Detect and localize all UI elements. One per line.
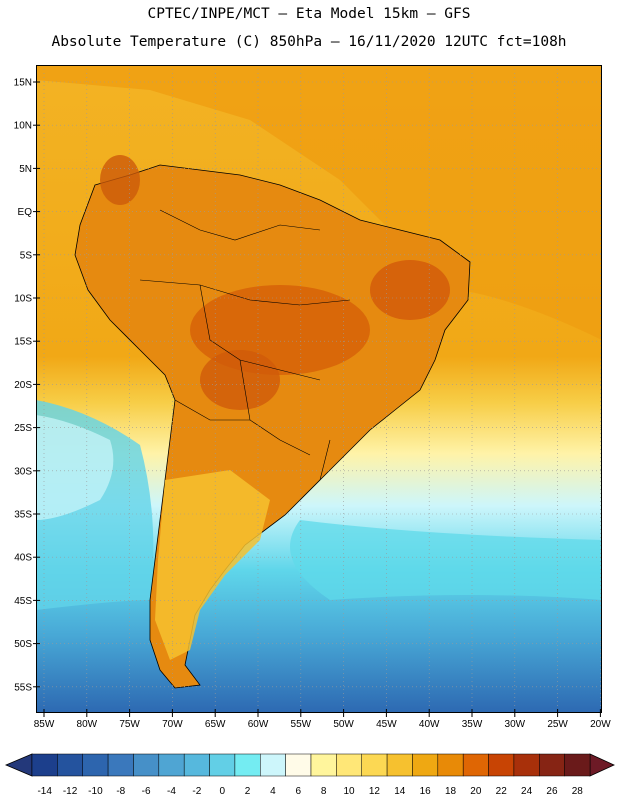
colorbar-swatch [488,753,515,777]
colorbar-over-arrow [589,753,615,777]
lon-tick-label: 55W [291,719,312,730]
colorbar-tick-label: 12 [369,786,381,797]
colorbar-swatch [209,753,236,777]
colorbar-swatch [57,753,83,777]
country-borders [139,209,351,501]
colorbar-swatch [361,753,388,777]
colorbar-tick-label: 10 [343,786,355,797]
chart-title: CPTEC/INPE/MCT – Eta Model 15km – GFS [147,6,471,22]
colorbar-swatch [285,753,312,777]
lon-tick-label: 25W [547,719,568,730]
colorbar-tick-label: 14 [394,786,406,797]
colorbar-tick-label: 24 [521,786,533,797]
lon-tick-label: 80W [77,719,98,730]
lat-tick-label: 10S [14,294,32,305]
lat-tick-label: EQ [18,207,33,218]
colorbar-swatch [133,753,160,777]
colorbar-tick-label: 6 [296,786,302,797]
latitude-axis: 15N 10N 5N EQ 5S 10S 15S 20S 25S 30S 35S 40S 45S 50S 5… [14,78,40,693]
colorbar-tick-label: 8 [321,786,327,797]
colorbar-swatch [539,753,565,777]
lat-tick-label: 25S [14,423,32,434]
lat-tick-label: 15N [14,78,32,89]
colorbar-swatch [234,753,261,777]
lon-tick-label: 60W [248,719,269,730]
cold-tongue [290,520,602,600]
chart-subtitle: Absolute Temperature (C) 850hPa – 16/11/… [51,34,567,50]
colorbar-swatch [158,753,185,777]
lon-tick-label: 20W [590,719,611,730]
lat-tick-label: 40S [14,553,32,564]
colorbar-swatch [412,753,439,777]
pacific-cool-patch [36,415,114,520]
colorbar-tick-label: -14 [37,786,52,797]
lat-tick-label: 15S [14,337,32,348]
colorbar-tick-label: 2 [245,786,251,797]
lon-tick-label: 70W [162,719,183,730]
lat-tick-label: 5N [19,164,32,175]
colorbar-swatch [183,753,210,777]
lon-tick-label: 65W [205,719,226,730]
lat-tick-label: 5S [20,250,33,261]
map-field [36,65,602,713]
lon-tick-label: 35W [462,719,483,730]
hot-core-colombia [100,155,140,205]
lat-tick-label: 55S [14,682,32,693]
longitude-axis: 85W 80W 75W 70W 65W 60W 55W 50W 45W 40W 35W 30W 25W 2… [34,709,611,730]
colorbar-swatch [462,753,489,777]
colorbar-swatch [437,753,464,777]
colorbar-swatch [31,753,58,777]
colorbar-under-arrow [4,753,33,777]
lon-tick-label: 30W [505,719,526,730]
colorbar-tick-label: 18 [445,786,457,797]
cooler-patagonia [155,470,270,660]
lat-tick-label: 30S [14,466,32,477]
colorbar-tick-label: -4 [167,786,176,797]
lat-tick-label: 45S [14,596,32,607]
colorbar-tick-label: 26 [546,786,558,797]
lon-tick-label: 75W [119,719,140,730]
lat-tick-label: 35S [14,510,32,521]
colorbar-swatch [336,753,362,777]
colorbar-swatch [107,753,134,777]
lat-tick-label: 20S [14,380,32,391]
colorbar-swatch [564,753,591,777]
lon-tick-label: 40W [419,719,440,730]
lon-tick-label: 85W [34,719,55,730]
lon-tick-label: 50W [333,719,354,730]
colorbar-tick-label: -6 [142,786,151,797]
colorbar-tick-label: 28 [572,786,584,797]
lon-tick-label: 45W [376,719,397,730]
colorbar-tick-label: -8 [116,786,125,797]
colorbar-tick-label: 20 [470,786,482,797]
colorbar-tick-label: -12 [63,786,78,797]
hot-core-northeast [370,260,450,320]
colorbar-swatch [513,753,540,777]
colorbar: -14 -12 -10 -8 -6 -4 -2 0 2 4 6 8 10 12 14 16 18 20 22 24 26… [4,753,615,797]
colorbar-tick-label: 16 [420,786,432,797]
colorbar-tick-label: -2 [192,786,201,797]
colorbar-swatch [310,753,337,777]
lat-tick-label: 10N [14,121,32,132]
colorbar-swatch [82,753,109,777]
lat-tick-label: 50S [14,639,32,650]
graticule [36,65,602,713]
map-frame [36,65,602,713]
colorbar-swatch [386,753,413,777]
colorbar-tick-label: -10 [88,786,103,797]
colorbar-tick-label: 0 [219,786,225,797]
colorbar-swatch [260,753,286,777]
colorbar-tick-label: 22 [496,786,508,797]
colorbar-tick-label: 4 [270,786,276,797]
